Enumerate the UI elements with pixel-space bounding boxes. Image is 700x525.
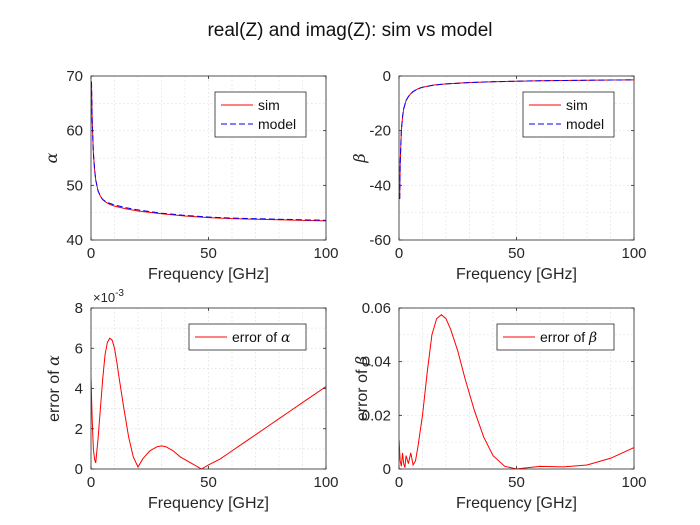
y-tick-label: 60 <box>66 123 83 140</box>
legend-label: sim <box>566 97 588 113</box>
series-line-error-of- <box>91 337 326 469</box>
x-tick-label: 100 <box>621 245 646 262</box>
y-tick-label: 0.04 <box>362 354 391 371</box>
legend: sim model <box>522 91 615 138</box>
x-tick-label: 50 <box>200 245 217 262</box>
series-line-error-of- <box>399 314 634 469</box>
legend-label: model <box>258 116 296 132</box>
x-tick-label: 50 <box>508 245 525 262</box>
subplot-error-beta: 0 50 100 0 0.02 0.04 0.06 Frequency [GHz] error … <box>352 300 647 512</box>
y-axis-label: α <box>42 152 61 163</box>
x-tick-label: 100 <box>313 245 338 262</box>
x-tick-label: 100 <box>621 474 646 491</box>
y-tick-label: 6 <box>75 340 83 357</box>
y-axis-label: error of α <box>44 355 63 422</box>
x-tick-label: 0 <box>87 245 95 262</box>
x-axis-label: Frequency [GHz] <box>456 495 577 512</box>
x-axis-label: Frequency [GHz] <box>148 495 269 512</box>
legend-label: error of α <box>232 329 291 346</box>
x-tick-label: 50 <box>200 474 217 491</box>
legend: error of β <box>496 323 615 351</box>
legend-label: sim <box>258 97 280 113</box>
y-tick-label: -20 <box>369 123 391 140</box>
y-tick-label: -60 <box>369 232 391 249</box>
subplot-error-alpha: 0 50 100 0 2 4 6 8 ×10-3 Frequency [GHz] error of … <box>44 288 339 512</box>
legend-box <box>522 91 615 138</box>
y-tick-label: 0 <box>383 461 391 478</box>
legend: sim model <box>214 91 307 138</box>
series-line-model <box>91 81 326 221</box>
y-tick-label: 0.02 <box>362 407 391 424</box>
y-tick-label: 0 <box>75 461 83 478</box>
figure-title: real(Z) and imag(Z): sim vs model <box>207 20 492 41</box>
grid-lines <box>399 308 634 469</box>
grid-lines <box>399 76 634 240</box>
grid-lines <box>91 76 326 240</box>
y-tick-label: 40 <box>66 232 83 249</box>
y-tick-label: 70 <box>66 68 83 85</box>
legend-label: model <box>566 116 604 132</box>
y-axis-label: error of β <box>352 356 371 421</box>
y-axis-label: β <box>350 153 369 163</box>
x-tick-label: 0 <box>87 474 95 491</box>
legend: error of α <box>188 323 307 351</box>
subplot-beta: 0 50 100 -60 -40 -20 0 Frequency [GHz] β sim model <box>350 68 647 283</box>
y-tick-label: 2 <box>75 421 83 438</box>
legend-box <box>214 91 307 138</box>
subplot-alpha: 0 50 100 40 50 60 70 Frequency [GHz] α sim model <box>42 68 339 283</box>
y-tick-label: 4 <box>75 381 83 398</box>
y-tick-label: -40 <box>369 177 391 194</box>
series-line-model <box>399 79 634 200</box>
x-tick-label: 50 <box>508 474 525 491</box>
x-axis-label: Frequency [GHz] <box>456 266 577 283</box>
x-tick-label: 0 <box>395 245 403 262</box>
x-axis-label: Frequency [GHz] <box>148 266 269 283</box>
y-tick-label: 8 <box>75 300 83 317</box>
x-tick-label: 0 <box>395 474 403 491</box>
y-tick-label: 0.06 <box>362 300 391 317</box>
y-tick-label: 0 <box>383 68 391 85</box>
legend-label: error of β <box>540 329 597 346</box>
y-tick-label: 50 <box>66 177 83 194</box>
x-tick-label: 100 <box>313 474 338 491</box>
y-exponent-label: ×10-3 <box>93 288 124 305</box>
